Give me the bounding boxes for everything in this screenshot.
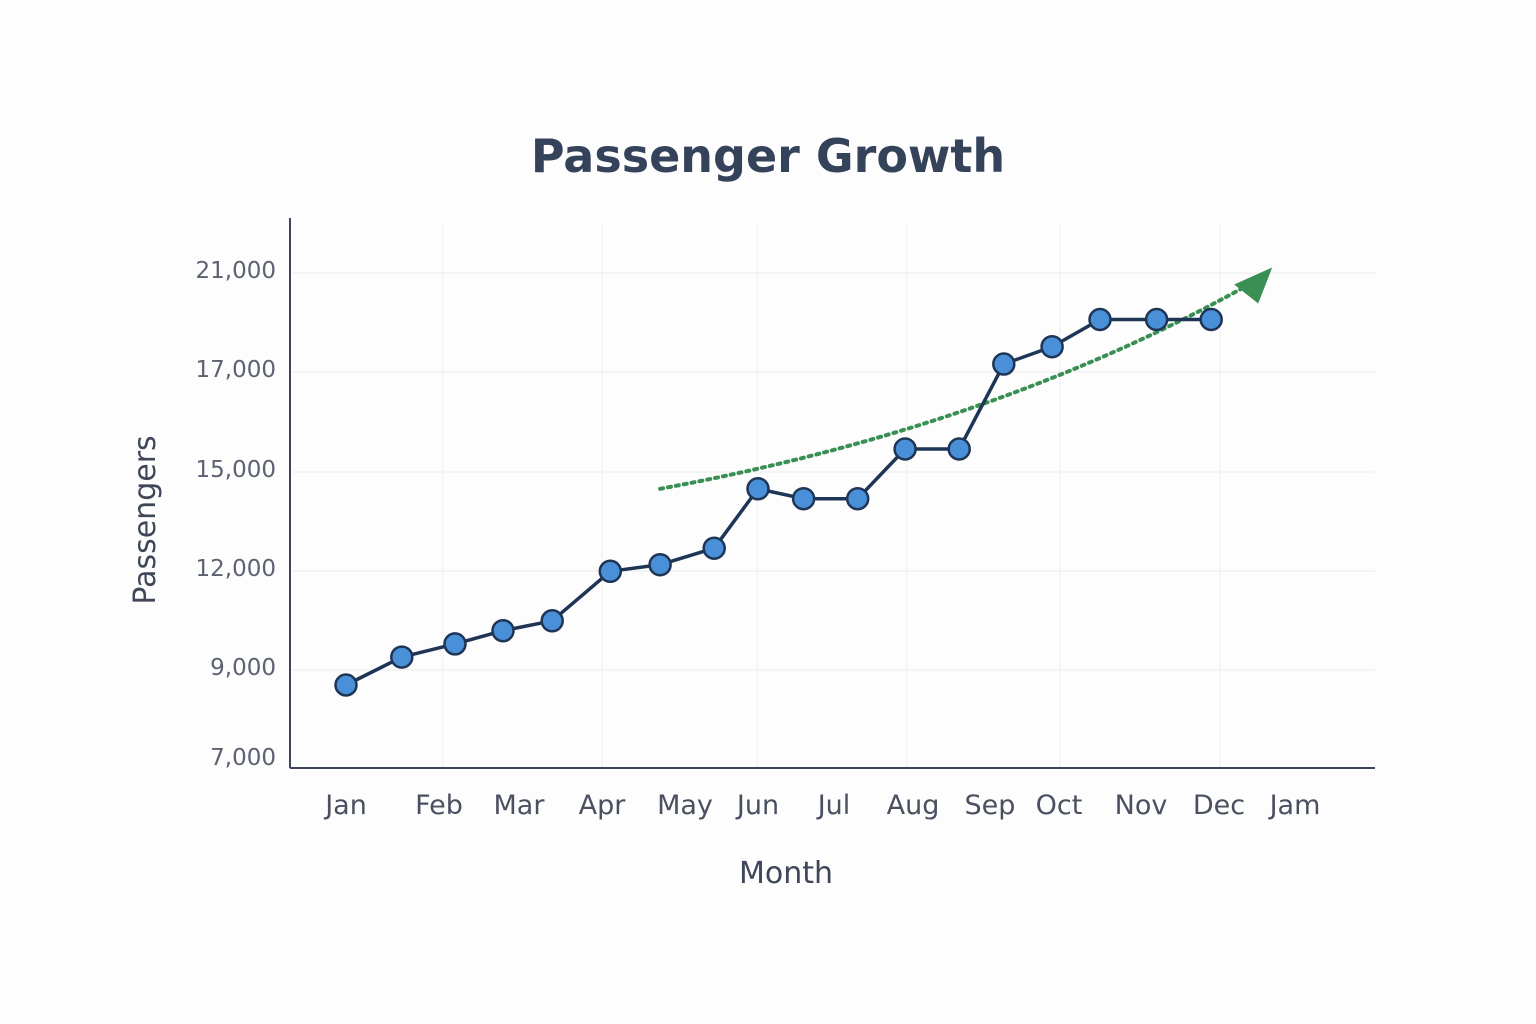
- data-point: [1088, 307, 1112, 332]
- y-tick-label: 15,000: [196, 457, 276, 483]
- x-tick-label: May: [657, 790, 713, 821]
- data-point: [491, 618, 515, 643]
- x-tick-label: Jan: [323, 790, 367, 821]
- x-axis-title: Month: [739, 856, 833, 891]
- data-point: [390, 645, 414, 669]
- x-tick-label: Sep: [965, 790, 1016, 821]
- data-point: [791, 486, 816, 511]
- data-point: [992, 352, 1016, 376]
- trend-arrow-head: [1234, 267, 1273, 304]
- x-tick-label: Oct: [1036, 790, 1083, 821]
- x-tick-label: Mar: [494, 790, 546, 821]
- data-point: [1199, 307, 1223, 332]
- series: [334, 307, 1223, 697]
- axes: [289, 218, 1375, 769]
- data-point: [598, 559, 623, 584]
- data-point: [845, 486, 870, 511]
- x-tick-labels: Jan Feb Mar Apr May Jun Jul Aug Sep Oct Nov Dec Jam: [323, 790, 1320, 821]
- data-point: [648, 552, 672, 577]
- data-point: [746, 477, 770, 501]
- data-point: [702, 536, 726, 560]
- chart-title: Passenger Growth: [531, 129, 1005, 183]
- x-tick-label: Feb: [415, 790, 463, 821]
- x-tick-label: Apr: [579, 790, 627, 821]
- x-tick-label: Jam: [1268, 790, 1321, 821]
- x-tick-label: Jul: [816, 790, 851, 821]
- data-point: [947, 437, 971, 461]
- y-tick-label: 17,000: [196, 357, 276, 383]
- data-point: [1040, 334, 1064, 359]
- x-tick-label: Aug: [887, 790, 940, 821]
- y-tick-label: 7,000: [210, 745, 276, 771]
- y-tick-labels: 7,000 9,000 12,000 15,000 17,000 21,000: [196, 258, 276, 771]
- y-tick-label: 9,000: [210, 655, 276, 681]
- series-line: [345, 317, 1212, 687]
- data-point: [540, 609, 564, 633]
- data-point: [893, 437, 917, 461]
- y-axis-title: Passengers: [128, 435, 163, 604]
- x-tick-label: Jun: [735, 790, 779, 821]
- data-point: [1144, 307, 1169, 332]
- x-tick-label: Dec: [1193, 790, 1245, 821]
- y-tick-label: 21,000: [196, 258, 276, 284]
- data-point: [334, 673, 358, 697]
- data-point: [443, 632, 467, 656]
- y-tick-label: 12,000: [196, 556, 276, 582]
- x-tick-label: Nov: [1115, 790, 1168, 821]
